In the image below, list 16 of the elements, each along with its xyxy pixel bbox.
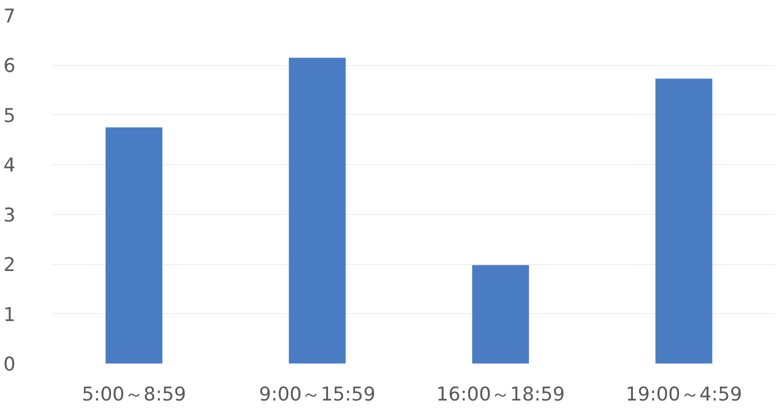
y-tick-label: 3 [3,204,16,226]
bar [106,127,162,364]
y-tick-label: 4 [3,154,16,177]
bar [288,58,346,364]
bar [655,78,712,364]
x-tick-label: 9:00～15:59 [259,384,376,406]
y-tick-label: 1 [3,304,16,326]
y-tick-label: 6 [3,55,16,78]
y-tick-label: 5 [3,104,16,127]
x-tick-label: 19:00～4:59 [626,384,742,406]
x-tick-label: 5:00～8:59 [82,384,186,406]
y-tick-label: 0 [3,354,16,376]
y-tick-label: 2 [3,254,16,276]
x-tick-label: 16:00～18:59 [436,384,565,406]
bar [472,265,529,364]
y-tick-label: 7 [3,6,16,28]
